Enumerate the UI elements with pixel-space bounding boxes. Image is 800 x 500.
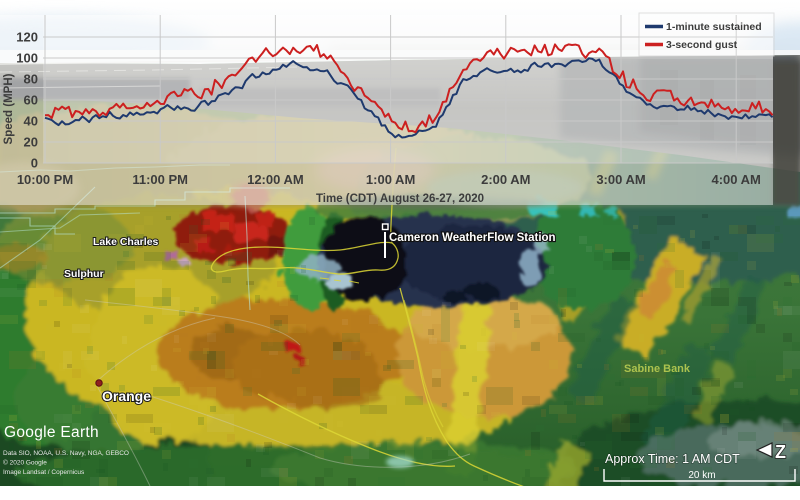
svg-text:0: 0: [31, 156, 38, 171]
svg-text:Lake Charles: Lake Charles: [93, 236, 159, 248]
svg-text:12:00 AM: 12:00 AM: [247, 172, 304, 187]
svg-text:Google Earth: Google Earth: [4, 424, 99, 441]
svg-text:Image Landsat / Copernicus: Image Landsat / Copernicus: [3, 469, 85, 476]
svg-text:Data SIO, NOAA, U.S. Navy, NGA: Data SIO, NOAA, U.S. Navy, NGA, GEBCO: [3, 450, 129, 457]
svg-text:80: 80: [24, 72, 38, 87]
svg-text:Speed (MPH): Speed (MPH): [3, 73, 15, 144]
svg-text:100: 100: [16, 51, 38, 66]
svg-text:11:00 PM: 11:00 PM: [132, 172, 188, 187]
svg-text:3:00 AM: 3:00 AM: [596, 172, 645, 187]
svg-text:2:00 AM: 2:00 AM: [481, 172, 530, 187]
svg-text:40: 40: [24, 114, 38, 129]
svg-text:Time (CDT) August 26-27, 2020: Time (CDT) August 26-27, 2020: [316, 193, 484, 205]
svg-text:20 km: 20 km: [688, 470, 715, 481]
svg-text:1:00 AM: 1:00 AM: [366, 172, 415, 187]
svg-text:Cameron WeatherFlow Station: Cameron WeatherFlow Station: [389, 232, 556, 244]
svg-text:Z: Z: [775, 442, 786, 462]
svg-text:60: 60: [24, 93, 38, 108]
svg-text:1-minute sustained: 1-minute sustained: [666, 21, 762, 33]
svg-text:120: 120: [16, 30, 38, 45]
svg-text:Sabine Bank: Sabine Bank: [624, 363, 691, 375]
svg-text:3-second gust: 3-second gust: [666, 39, 738, 51]
svg-text:20: 20: [24, 135, 38, 150]
svg-text:Orange: Orange: [102, 388, 151, 404]
svg-text:10:00 PM: 10:00 PM: [17, 172, 73, 187]
svg-text:Sulphur: Sulphur: [64, 268, 104, 280]
svg-text:Approx Time: 1 AM CDT: Approx Time: 1 AM CDT: [605, 452, 740, 466]
svg-text:© 2020 Google: © 2020 Google: [3, 459, 47, 467]
svg-text:4:00 AM: 4:00 AM: [712, 172, 761, 187]
